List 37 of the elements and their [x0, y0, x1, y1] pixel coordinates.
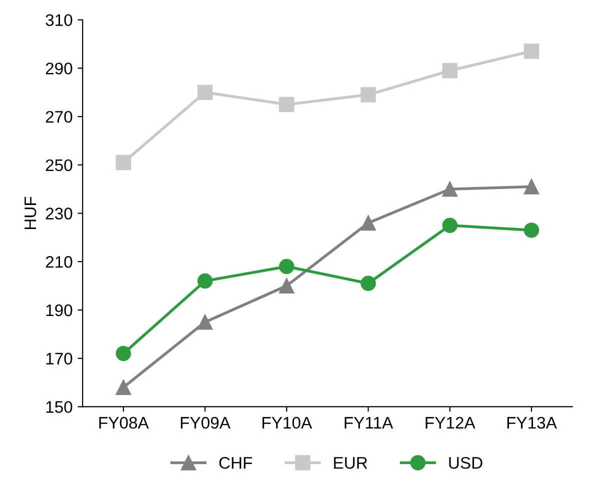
y-axis-title: HUF: [24, 196, 36, 230]
point: [116, 346, 132, 362]
point: [360, 276, 376, 292]
y-tick-label: 210: [46, 256, 72, 268]
legend-label: CHF: [219, 456, 252, 469]
y-tick-label: 250: [46, 159, 72, 172]
point: [279, 96, 294, 112]
point: [116, 380, 132, 396]
point: [524, 179, 540, 194]
x-tick-label: FY13A: [507, 416, 557, 429]
point: [116, 154, 132, 170]
y-tick-label: 190: [46, 304, 72, 316]
y-tick-label: 150: [46, 401, 72, 413]
point: [279, 258, 294, 274]
x-tick-label: FY10A: [262, 416, 312, 429]
point: [197, 84, 213, 100]
y-tick-label: 310: [46, 14, 72, 26]
point: [197, 273, 213, 289]
y-tick-label: 230: [46, 208, 72, 220]
point: [360, 87, 376, 102]
y-tick-label: 170: [46, 352, 72, 365]
x-tick-label: FY12A: [426, 416, 476, 429]
x-tick-label: FY08A: [99, 416, 149, 429]
point: [197, 314, 213, 330]
y-tick-label: 270: [46, 110, 72, 123]
point: [279, 278, 294, 294]
point: [442, 62, 458, 78]
point: [360, 215, 376, 231]
point: [524, 44, 540, 59]
x-tick-label: FY11A: [344, 417, 394, 429]
point: [442, 181, 458, 197]
point: [442, 218, 458, 234]
point: [524, 222, 540, 238]
legend-label: EUR: [334, 457, 368, 469]
x-tick-label: FY09A: [180, 416, 230, 429]
legend-label: USD: [449, 456, 482, 469]
y-tick-label: 290: [46, 62, 72, 74]
